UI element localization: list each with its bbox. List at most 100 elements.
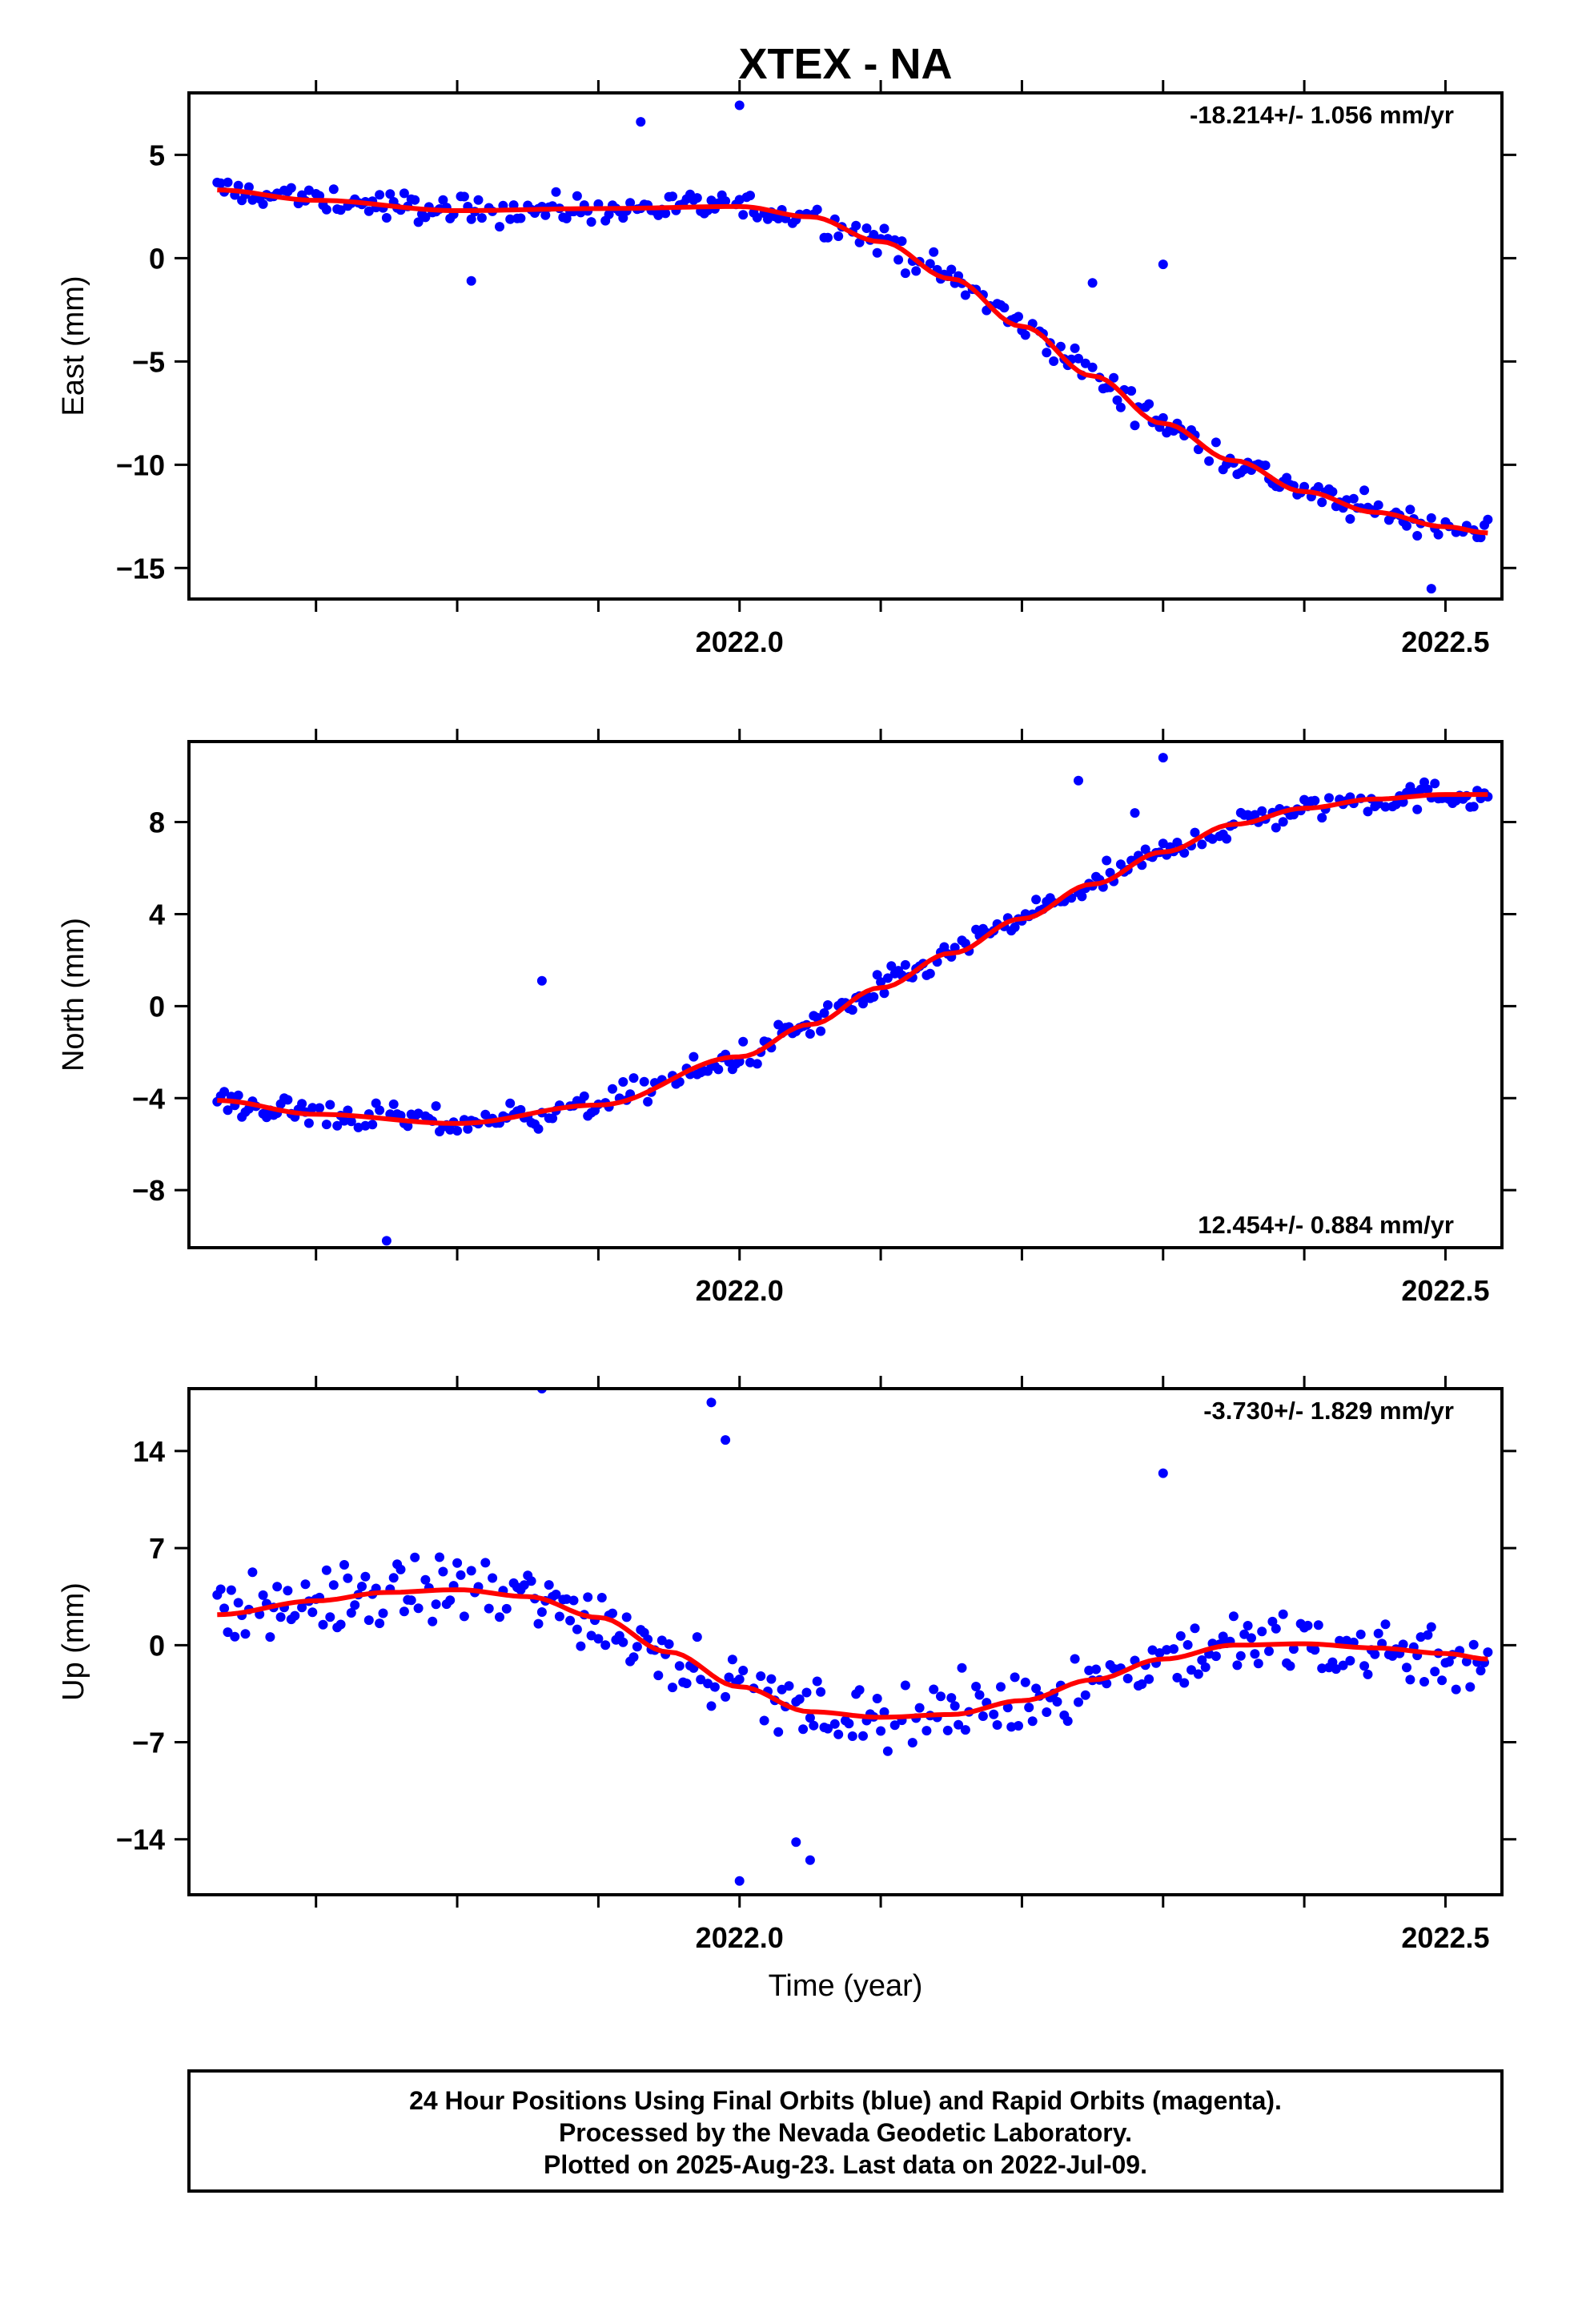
north-data-point [1179,848,1190,858]
east-velocity-label: -18.214+/- 1.056 mm/yr [1190,101,1454,129]
east-data-point [900,268,910,279]
up-data-point [1006,1722,1017,1732]
north-data-point [381,1236,391,1246]
north-data-point [608,1084,617,1094]
up-data-point [692,1632,702,1642]
up-data-point [1247,1633,1256,1643]
up-data-point [727,1655,737,1665]
up-data-point [1338,1660,1348,1671]
up-data-point [854,1685,865,1695]
east-data-point [1087,278,1098,288]
up-data-point [978,1711,988,1721]
east-data-point [734,100,745,111]
up-data-point [233,1598,243,1608]
east-data-point [893,255,904,265]
up-data-point [1264,1646,1274,1656]
up-data-point [1031,1683,1042,1694]
east-points [212,100,1493,594]
up-data-point [858,1731,868,1741]
up-data-point [1080,1690,1090,1700]
up-data-point [784,1681,794,1691]
east-data-point [1313,482,1323,492]
up-data-point [1437,1675,1447,1686]
east-data-point [897,236,907,247]
up-data-point [1402,1663,1411,1673]
north-data-point [805,1029,815,1039]
up-data-point [435,1552,444,1562]
north-data-point [1419,777,1429,787]
up-data-point [706,1397,717,1408]
up-data-point [554,1611,564,1622]
east-data-point [625,198,636,208]
up-data-point [706,1701,717,1711]
up-data-point [1084,1665,1094,1675]
north-data-point [1074,775,1083,786]
up-data-point [325,1612,335,1622]
up-data-point [1091,1664,1101,1675]
up-data-point [946,1693,957,1703]
east-data-point [1049,356,1059,366]
up-data-point [438,1566,448,1577]
up-data-point [346,1608,356,1618]
up-data-point [593,1634,604,1644]
east-data-point [335,205,346,215]
up-data-point [357,1582,367,1591]
up-data-point [350,1600,360,1610]
north-data-point [1423,784,1433,794]
north-data-point [375,1105,385,1116]
east-y-tick-label: 0 [149,242,165,275]
up-data-point [773,1727,784,1737]
east-data-point [215,178,226,188]
up-data-point [1253,1659,1263,1669]
up-data-point [1423,1630,1433,1640]
up-data-point [1200,1662,1211,1672]
up-data-point [1020,1677,1030,1687]
east-data-point [661,208,671,219]
east-data-point [243,182,254,192]
up-data-point [501,1603,512,1614]
up-data-point [1211,1651,1221,1662]
east-data-point [1426,513,1436,523]
up-data-point [664,1639,674,1649]
up-data-point [219,1603,230,1614]
up-data-point [275,1612,286,1622]
up-data-point [805,1855,815,1865]
up-data-point [756,1671,766,1681]
up-data-point [628,1652,639,1663]
up-data-point [1359,1661,1370,1671]
up-data-point [1052,1697,1062,1707]
footer-box [187,2069,1504,2193]
up-data-point [480,1558,491,1568]
up-data-point [1468,1639,1479,1650]
up-data-point [283,1586,293,1596]
north-y-tick-label: −4 [132,1082,165,1115]
north-data-point [847,1005,857,1015]
up-data-point [816,1687,826,1697]
east-data-point [466,275,476,286]
east-data-point [861,223,872,233]
up-data-point [674,1661,685,1671]
north-data-point [343,1105,353,1116]
east-data-point [1426,584,1436,594]
north-data-point [900,959,910,970]
up-fit-line [217,1587,1488,1720]
north-data-point [1380,802,1391,812]
up-data-point [413,1603,424,1614]
north-data-point [1130,808,1140,818]
east-data-point [1327,487,1338,497]
north-data-point [1010,922,1020,932]
up-data-point [596,1593,607,1602]
up-data-point [1232,1660,1243,1671]
east-data-point [495,222,504,232]
north-y-tick-label: 0 [149,990,165,1023]
east-data-point [752,212,762,223]
up-data-point [1182,1640,1193,1650]
up-data-point [1002,1703,1013,1713]
north-data-point [283,1095,293,1105]
up-data-point [1355,1629,1366,1639]
up-data-point [240,1629,251,1639]
east-data-point [438,195,448,205]
east-data-point [223,177,233,187]
up-y-tick-label: 14 [133,1435,165,1468]
east-y-tick-label: −5 [132,345,165,378]
